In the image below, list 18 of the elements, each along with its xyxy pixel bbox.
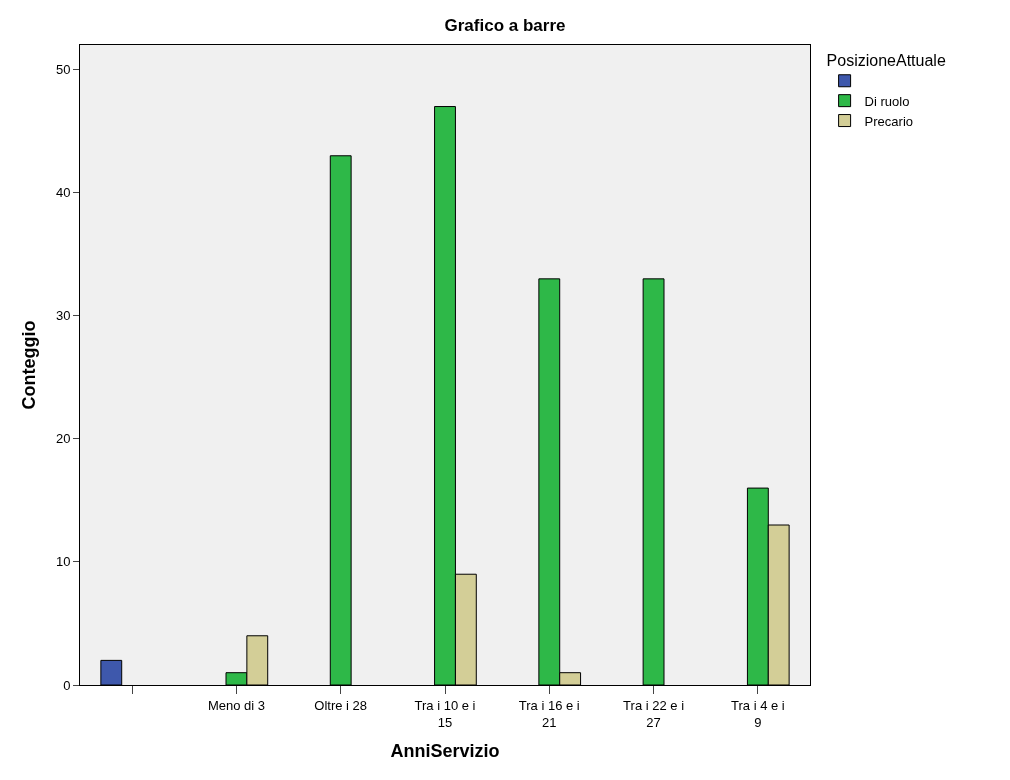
y-tick-label: 50 xyxy=(55,62,71,78)
legend-label: Di ruolo xyxy=(864,93,910,109)
legend-label: Precario xyxy=(864,113,914,129)
y-tick-label: 0 xyxy=(63,677,71,693)
x-tick-label: Oltre i 28 xyxy=(314,697,368,713)
x-axis-title: AnniServizio xyxy=(390,740,500,761)
chart-title: Grafico a barre xyxy=(444,16,566,36)
x-tick-label: Tra i 22 e i 27 xyxy=(623,697,685,730)
x-tick-label: Tra i 4 e i 9 xyxy=(731,697,785,730)
x-tick-label: Tra i 10 e i 15 xyxy=(414,697,476,730)
legend-title: PosizioneAttuale xyxy=(826,51,946,69)
y-tick-label: 30 xyxy=(55,308,71,324)
x-tick-label: Meno di 3 xyxy=(207,697,265,713)
y-tick-label: 10 xyxy=(55,554,71,570)
y-axis-title: Conteggio xyxy=(19,320,40,410)
x-tick-label: Tra i 16 e i 21 xyxy=(518,697,580,730)
y-tick-label: 40 xyxy=(55,185,71,201)
y-tick-label: 20 xyxy=(55,431,71,447)
